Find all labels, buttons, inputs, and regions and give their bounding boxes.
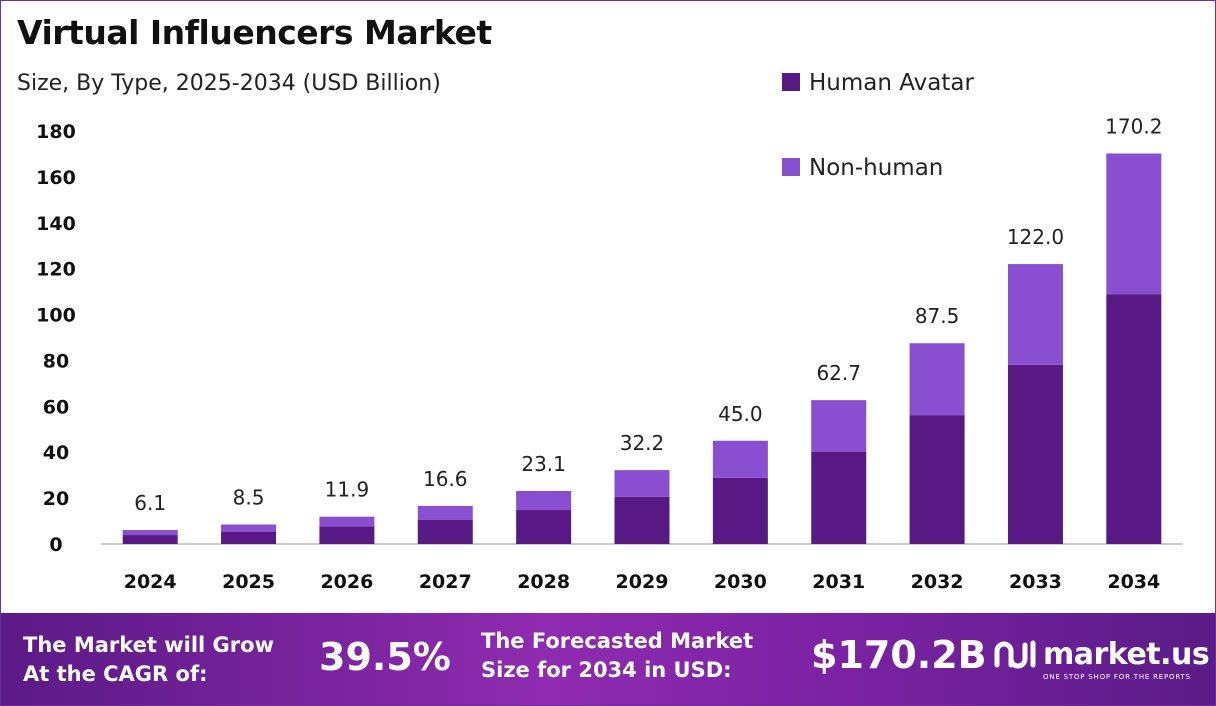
bar-total-label: 8.5 — [233, 485, 265, 509]
y-tick-label: 80 — [43, 350, 69, 372]
bar-chart: 0 20 40 60 80 100 120 140 160 180 6.1 2024 8.5 2025 11… — [36, 70, 1183, 593]
forecast-label-line2: Size for 2034 in USD: — [481, 658, 732, 682]
x-tick-label: 2024 — [124, 571, 177, 593]
x-tick-label: 2033 — [1009, 571, 1062, 593]
bar-total-label: 16.6 — [423, 467, 468, 491]
chart-title: Virtual Influencers Market — [17, 13, 492, 52]
brand-name: market.us — [1043, 637, 1210, 672]
bar-human-avatar — [319, 526, 375, 544]
legend-swatch — [782, 158, 800, 176]
brand-tagline: ONE STOP SHOP FOR THE REPORTS — [1043, 673, 1191, 681]
forecast-label-line1: The Forecasted Market — [481, 629, 754, 653]
bar-non-human — [516, 490, 572, 511]
y-tick-label: 20 — [43, 488, 69, 510]
y-tick-label: 120 — [36, 259, 76, 281]
legend-label: Human Avatar — [809, 70, 974, 96]
market-us-logo-icon — [994, 640, 1036, 669]
x-tick-label: 2027 — [419, 571, 472, 593]
cagr-value: 39.5% — [319, 635, 451, 679]
bar-non-human — [1007, 264, 1063, 365]
bar-total-label: 32.2 — [620, 431, 665, 455]
bar-total-label: 23.1 — [521, 452, 566, 476]
forecast-label: The Forecasted Market Size for 2034 in U… — [481, 627, 753, 685]
bar-total-label: 170.2 — [1105, 114, 1162, 138]
y-tick-label: 100 — [36, 305, 76, 327]
bar-total-label: 11.9 — [325, 478, 370, 502]
bar-non-human — [417, 505, 473, 520]
bar-non-human — [221, 524, 277, 532]
bar-total-label: 6.1 — [134, 491, 166, 515]
market-us-logo: market.us ONE STOP SHOP FOR THE REPORTS — [993, 635, 1213, 685]
cagr-label-line2: At the CAGR of: — [23, 662, 208, 686]
bar-human-avatar — [417, 519, 473, 544]
bar-non-human — [811, 400, 867, 452]
x-tick-label: 2025 — [222, 571, 275, 593]
bar-non-human — [1106, 153, 1162, 295]
x-tick-label: 2034 — [1107, 571, 1160, 593]
bar-total-label: 45.0 — [718, 402, 763, 426]
x-tick-label: 2029 — [616, 571, 669, 593]
bar-human-avatar — [811, 451, 867, 544]
bar-human-avatar — [614, 496, 670, 544]
y-tick-label: 180 — [36, 121, 76, 143]
x-tick-label: 2030 — [714, 571, 767, 593]
y-tick-label: 0 — [49, 534, 62, 556]
x-tick-label: 2031 — [812, 571, 865, 593]
cagr-label-line1: The Market will Grow — [23, 633, 274, 657]
y-tick-label: 40 — [43, 442, 69, 464]
bar-human-avatar — [221, 531, 277, 544]
bar-human-avatar — [1007, 364, 1063, 544]
bar-non-human — [614, 470, 670, 497]
forecast-value: $170.2B — [811, 633, 987, 677]
legend-swatch — [782, 73, 800, 91]
bar-human-avatar — [122, 535, 178, 544]
bar-human-avatar — [516, 510, 572, 544]
y-tick-label: 140 — [36, 213, 76, 235]
x-tick-label: 2028 — [517, 571, 570, 593]
bar-non-human — [122, 530, 178, 536]
bar-human-avatar — [909, 415, 965, 544]
bar-non-human — [909, 343, 965, 416]
y-tick-label: 160 — [36, 167, 76, 189]
x-tick-label: 2026 — [320, 571, 373, 593]
summary-footer: The Market will Grow At the CAGR of: 39.… — [1, 613, 1215, 705]
bar-human-avatar — [1106, 294, 1162, 544]
bar-non-human — [712, 440, 768, 478]
bar-non-human — [319, 516, 375, 527]
bar-total-label: 122.0 — [1007, 225, 1064, 249]
bar-total-label: 87.5 — [915, 304, 960, 328]
y-tick-label: 60 — [43, 396, 69, 418]
cagr-label: The Market will Grow At the CAGR of: — [23, 631, 274, 689]
legend-label: Non-human — [809, 155, 943, 181]
x-tick-label: 2032 — [911, 571, 964, 593]
chart-subtitle: Size, By Type, 2025-2034 (USD Billion) — [17, 71, 441, 96]
bar-total-label: 62.7 — [816, 361, 861, 385]
bar-human-avatar — [712, 477, 768, 544]
